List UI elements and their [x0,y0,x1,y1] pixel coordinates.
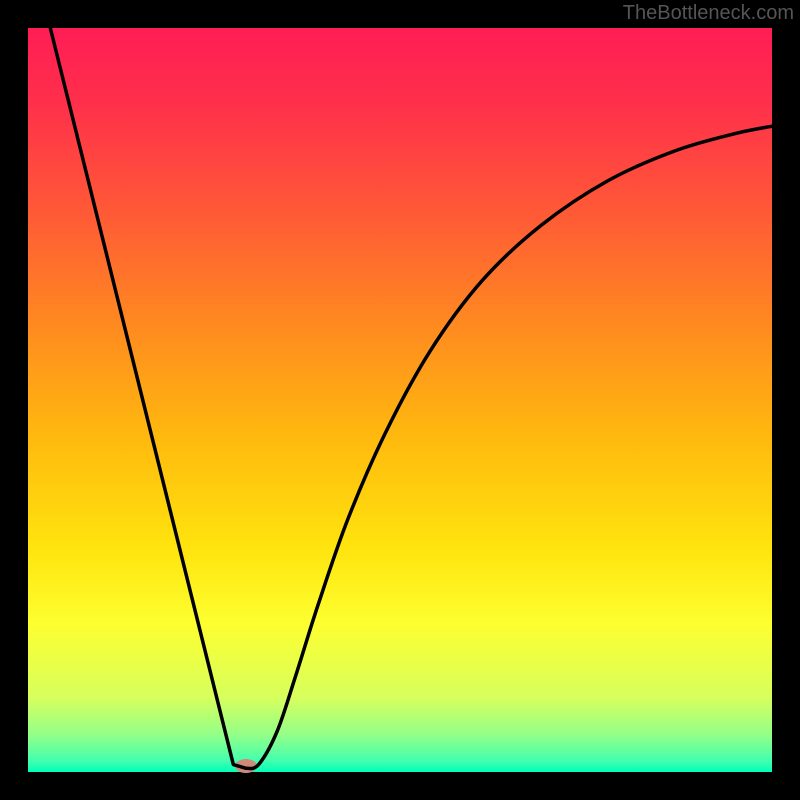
chart-container: TheBottleneck.com [0,0,800,800]
watermark-text: TheBottleneck.com [623,2,794,25]
plot-background [28,28,772,772]
bottleneck-chart [0,0,800,800]
